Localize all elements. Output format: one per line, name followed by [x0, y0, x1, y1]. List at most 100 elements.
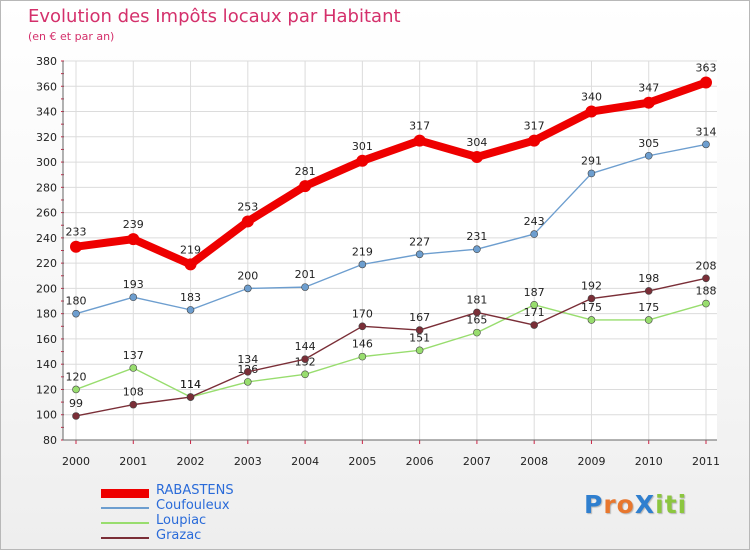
x-tick-label: 2009: [577, 455, 605, 468]
data-point-coufouleux: [644, 151, 653, 160]
data-label-grazac: 181: [466, 293, 487, 306]
data-point-grazac: [587, 294, 596, 303]
data-point-loupiac: [644, 316, 653, 324]
data-point-loupiac: [301, 370, 309, 379]
data-label-loupiac: 120: [66, 370, 87, 383]
data-label-coufouleux: 305: [638, 137, 659, 150]
y-tick-label: 220: [36, 257, 57, 270]
y-tick-label: 280: [36, 181, 57, 194]
data-label-grazac: 208: [696, 259, 717, 272]
data-label-grazac: 108: [123, 386, 144, 399]
y-tick-label: 340: [36, 106, 57, 119]
legend-label-grazac: Grazac: [156, 528, 202, 543]
data-label-rabastens: 317: [524, 120, 545, 133]
data-point-loupiac: [702, 299, 710, 308]
data-label-rabastens: 347: [638, 82, 659, 95]
legend-label-loupiac: Loupiac: [156, 513, 207, 528]
series-line-loupiac: [75, 302, 707, 398]
data-point-grazac: [644, 287, 653, 295]
y-tick-label: 380: [36, 55, 57, 68]
data-point-loupiac: [129, 364, 138, 372]
y-tick-label: 260: [36, 207, 57, 220]
data-point-loupiac: [530, 301, 538, 309]
data-label-rabastens: 301: [352, 140, 373, 153]
data-point-rabastens: [356, 154, 369, 167]
legend-label-rabastens: RABASTENS: [156, 483, 234, 498]
data-label-loupiac: 165: [466, 314, 487, 327]
data-label-loupiac: 146: [352, 338, 373, 351]
data-label-coufouleux: 291: [581, 154, 602, 167]
data-point-rabastens: [413, 134, 426, 147]
data-label-rabastens: 281: [295, 165, 316, 178]
x-tick-label: 2002: [177, 455, 205, 468]
y-tick-label: 100: [36, 409, 57, 422]
data-label-rabastens: 219: [180, 243, 201, 256]
data-label-grazac: 171: [524, 306, 545, 319]
x-tick-label: 2001: [119, 455, 147, 468]
data-point-coufouleux: [301, 283, 309, 291]
data-label-coufouleux: 201: [295, 268, 316, 281]
logo-letter: i: [677, 490, 688, 519]
data-label-loupiac: 187: [524, 286, 545, 299]
data-label-coufouleux: 180: [66, 295, 87, 308]
data-label-coufouleux: 183: [180, 291, 201, 304]
data-point-rabastens: [127, 233, 140, 246]
data-label-grazac: 192: [581, 280, 602, 293]
data-point-rabastens: [470, 151, 483, 164]
data-point-loupiac: [358, 352, 367, 361]
data-label-coufouleux: 314: [696, 125, 717, 138]
data-point-rabastens: [299, 180, 312, 193]
data-label-coufouleux: 193: [123, 278, 144, 291]
logo-letter: i: [655, 490, 665, 519]
data-point-coufouleux: [473, 245, 481, 254]
data-point-rabastens: [642, 96, 655, 109]
data-point-loupiac: [415, 346, 424, 355]
series-line-coufouleux: [75, 143, 707, 315]
y-tick-label: 360: [36, 80, 57, 93]
data-point-rabastens: [700, 76, 712, 89]
proxiti-logo: ProXiti: [584, 490, 687, 519]
chart-title: Evolution des Impôts locaux par Habitant: [28, 6, 401, 27]
data-label-grazac: 167: [409, 311, 430, 324]
y-tick-label: 300: [36, 156, 57, 169]
chart-subtitle: (en € et par an): [28, 30, 115, 43]
data-point-coufouleux: [129, 293, 138, 302]
data-point-grazac: [358, 322, 367, 331]
x-tick-label: 2006: [406, 455, 434, 468]
y-tick-label: 160: [36, 333, 57, 346]
series-line-grazac: [75, 277, 707, 417]
x-tick-label: 2010: [635, 455, 663, 468]
data-label-loupiac: 114: [180, 378, 201, 391]
data-point-coufouleux: [587, 169, 596, 178]
data-point-grazac: [473, 308, 481, 317]
logo-letter: o: [616, 490, 635, 519]
data-label-rabastens: 233: [66, 226, 87, 239]
data-point-grazac: [186, 393, 195, 401]
data-point-rabastens: [585, 105, 598, 118]
series-line-rabastens: [75, 78, 708, 269]
data-point-coufouleux: [186, 306, 195, 314]
data-point-grazac: [702, 274, 710, 283]
data-point-rabastens: [70, 240, 82, 253]
data-point-grazac: [72, 412, 80, 420]
logo-letter: P: [584, 490, 604, 519]
data-label-rabastens: 239: [123, 218, 144, 231]
y-tick-label: 80: [43, 434, 57, 447]
data-label-rabastens: 363: [696, 61, 717, 74]
data-point-rabastens: [528, 134, 541, 147]
y-tick-label: 180: [36, 308, 57, 321]
logo-letter: t: [664, 490, 678, 519]
legend-swatch-rabastens: [101, 488, 149, 498]
data-label-coufouleux: 200: [237, 269, 258, 282]
legend-swatch-coufouleux: [101, 507, 149, 509]
y-tick-label: 320: [36, 131, 57, 144]
data-label-coufouleux: 243: [524, 215, 545, 228]
x-tick-label: 2007: [463, 455, 491, 468]
x-tick-label: 2003: [234, 455, 262, 468]
data-point-coufouleux: [530, 230, 538, 238]
data-label-rabastens: 317: [409, 120, 430, 133]
data-label-coufouleux: 219: [352, 245, 373, 258]
data-point-coufouleux: [702, 140, 710, 149]
x-tick-label: 2011: [692, 455, 720, 468]
